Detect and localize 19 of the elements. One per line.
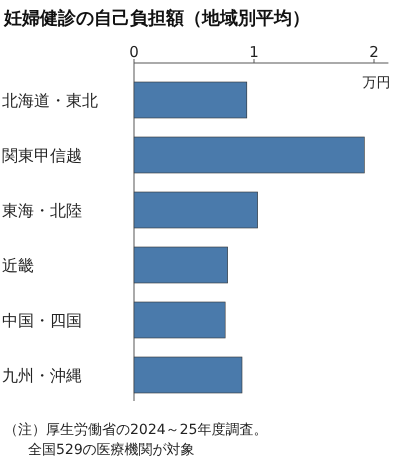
y-tick-label: 近畿: [2, 256, 34, 275]
chart-title: 妊婦健診の自己負担額（地域別平均）: [3, 8, 310, 29]
x-axis-title: 万円: [362, 75, 390, 91]
text: （注）厚生労働省の2024～25年度調査。: [4, 422, 268, 438]
y-tick-label: 中国・四国: [2, 311, 82, 330]
bar: [134, 246, 228, 284]
bar: [134, 356, 242, 394]
x-tick-label: 2: [369, 43, 379, 61]
y-tick-label: 関東甲信越: [2, 146, 82, 165]
bar: [134, 302, 226, 338]
text: 全国529の医療機関が対象: [28, 442, 195, 458]
y-tick-label: 北海道・東北: [2, 91, 98, 110]
y-tick-label: 東海・北陸: [2, 201, 82, 220]
x-tick-label: 0: [129, 43, 139, 61]
bar: [134, 136, 365, 174]
x-tick-label: 1: [249, 43, 259, 61]
bar: [134, 82, 248, 118]
bar: [134, 192, 258, 228]
y-tick-label: 九州・沖縄: [2, 366, 82, 385]
